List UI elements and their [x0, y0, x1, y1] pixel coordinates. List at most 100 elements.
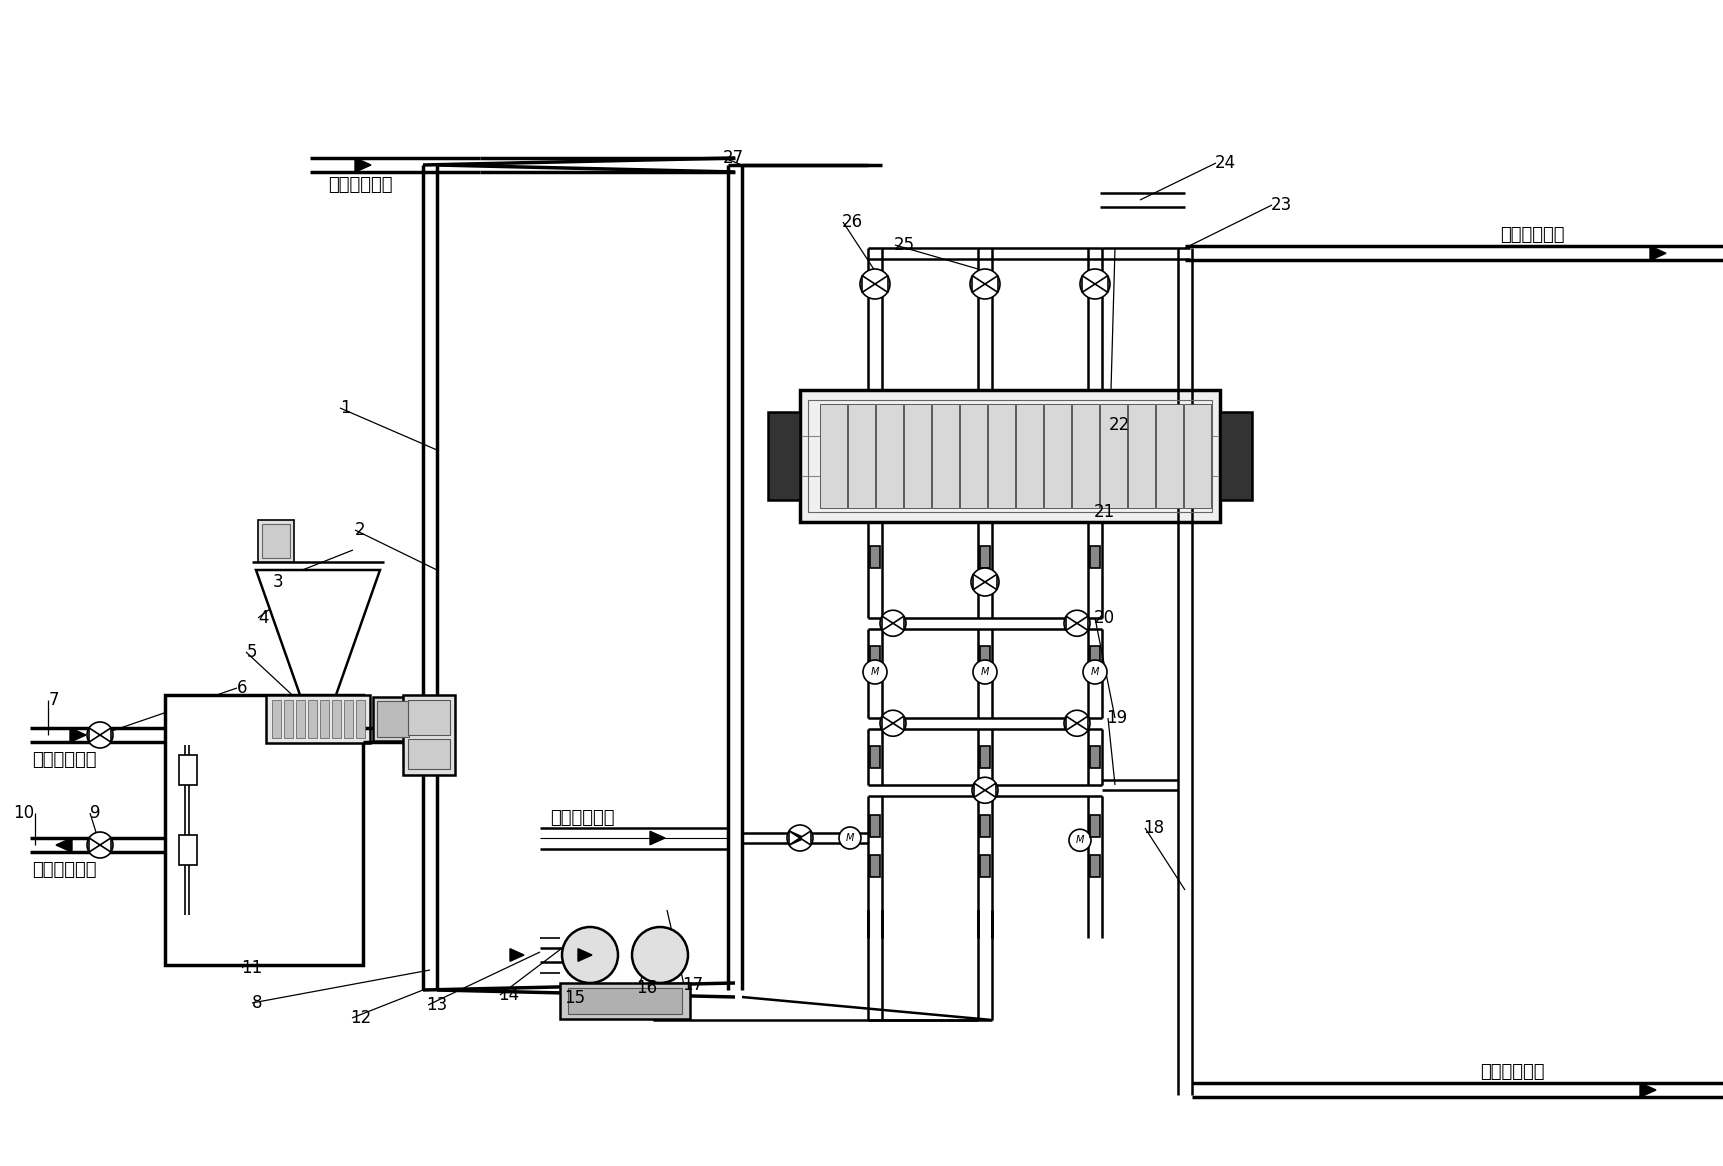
Bar [377, 701, 408, 737]
Text: 5: 5 [246, 642, 257, 661]
Polygon shape [893, 616, 905, 631]
Text: 19: 19 [1106, 709, 1127, 726]
Bar [905, 403, 930, 508]
Polygon shape [650, 831, 665, 844]
Text: 16: 16 [636, 979, 658, 997]
Bar [980, 855, 991, 877]
Bar [768, 412, 799, 500]
Bar [1184, 403, 1211, 508]
Bar [1017, 403, 1042, 508]
Bar [345, 700, 353, 738]
Text: 10: 10 [14, 805, 34, 822]
Bar [980, 745, 991, 767]
Text: 自来水给水口: 自来水给水口 [327, 176, 393, 194]
Bar [265, 695, 370, 743]
Circle shape [562, 927, 619, 983]
Text: 27: 27 [722, 149, 744, 167]
Text: 3: 3 [272, 573, 283, 591]
Text: 12: 12 [350, 1009, 372, 1027]
Polygon shape [100, 728, 110, 742]
Text: 4: 4 [258, 609, 269, 627]
Circle shape [970, 269, 999, 298]
Polygon shape [71, 728, 86, 743]
Bar [848, 403, 875, 508]
Bar [1044, 403, 1072, 508]
Bar [1072, 403, 1099, 508]
Polygon shape [355, 157, 370, 173]
Bar [870, 546, 880, 568]
Polygon shape [875, 275, 887, 293]
Text: 13: 13 [426, 996, 448, 1014]
Bar [296, 700, 305, 738]
Bar [179, 835, 196, 865]
Bar [408, 700, 450, 735]
Circle shape [1068, 829, 1091, 851]
Bar [258, 520, 295, 562]
Text: 自来水给水口: 自来水给水口 [33, 751, 96, 770]
Text: 14: 14 [498, 986, 520, 1004]
Bar [333, 700, 341, 738]
Polygon shape [1651, 246, 1666, 260]
Bar [403, 695, 455, 775]
Bar [320, 700, 329, 738]
Bar [1091, 815, 1099, 836]
Polygon shape [510, 949, 524, 961]
Text: 酸洗液排废口: 酸洗液排废口 [33, 861, 96, 879]
Bar [870, 815, 880, 836]
Bar [980, 646, 991, 667]
Bar [1091, 745, 1099, 767]
Polygon shape [100, 838, 110, 852]
Polygon shape [986, 275, 998, 293]
Text: M: M [846, 833, 855, 843]
Circle shape [632, 927, 687, 983]
Polygon shape [90, 728, 100, 742]
Bar [408, 739, 450, 770]
Bar [1099, 403, 1127, 508]
Text: M: M [870, 667, 879, 677]
Bar [1091, 855, 1099, 877]
Bar [284, 700, 293, 738]
Polygon shape [789, 831, 799, 845]
Text: 17: 17 [682, 976, 703, 993]
Bar [980, 546, 991, 568]
Text: 23: 23 [1270, 196, 1292, 215]
Circle shape [972, 568, 999, 596]
Polygon shape [973, 574, 986, 590]
Text: 26: 26 [841, 213, 863, 231]
Circle shape [86, 722, 114, 749]
Bar [262, 524, 289, 559]
Text: 6: 6 [238, 679, 248, 697]
Circle shape [860, 269, 891, 298]
Text: M: M [980, 667, 989, 677]
Bar [870, 855, 880, 877]
Text: 9: 9 [90, 805, 100, 822]
Polygon shape [1077, 716, 1087, 730]
Circle shape [839, 827, 862, 849]
Bar [179, 756, 196, 785]
Text: 18: 18 [1144, 819, 1165, 837]
Text: 15: 15 [565, 989, 586, 1007]
Circle shape [787, 826, 813, 851]
Polygon shape [1640, 1083, 1656, 1097]
Polygon shape [972, 275, 986, 293]
Text: M: M [1075, 835, 1084, 845]
Bar [808, 400, 1211, 512]
Text: 8: 8 [252, 993, 262, 1012]
Circle shape [1084, 660, 1106, 684]
Bar [987, 403, 1015, 508]
Bar [1129, 403, 1154, 508]
Circle shape [1080, 269, 1110, 298]
Polygon shape [986, 574, 998, 590]
Bar [820, 403, 848, 508]
Bar [308, 700, 317, 738]
Text: M: M [1091, 667, 1099, 677]
Circle shape [863, 660, 887, 684]
Text: 7: 7 [48, 691, 59, 709]
Bar [1156, 403, 1184, 508]
Text: 24: 24 [1215, 154, 1235, 173]
Polygon shape [1067, 716, 1077, 730]
Text: 电解液进液口: 电解液进液口 [550, 809, 615, 827]
Polygon shape [1082, 275, 1096, 293]
Polygon shape [791, 831, 805, 844]
Text: 25: 25 [894, 236, 915, 254]
